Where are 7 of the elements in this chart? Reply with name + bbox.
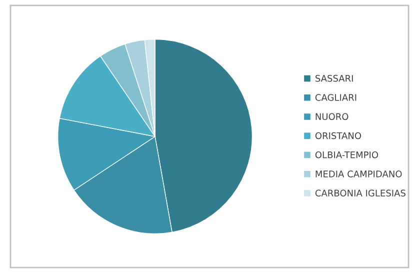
legend-label: CARBONIA IGLESIAS bbox=[315, 190, 406, 196]
legend-label: MEDIA CAMPIDANO bbox=[316, 170, 402, 178]
legend-label: CAGLIARI bbox=[315, 94, 356, 101]
legend-label: ORISTANO bbox=[315, 132, 362, 140]
legend-label: SASSARI bbox=[316, 74, 353, 82]
legend-label: OLBIA-TEMPIO bbox=[315, 151, 378, 158]
legend-label: NUORO bbox=[316, 113, 348, 120]
